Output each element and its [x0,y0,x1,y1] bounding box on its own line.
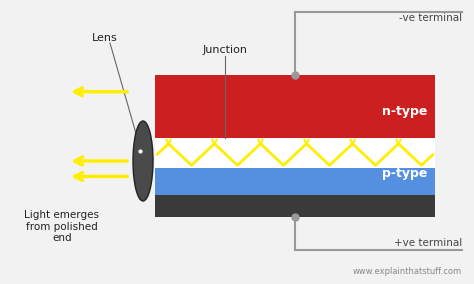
Bar [155,75,435,142]
Text: p-type: p-type [382,167,427,180]
Ellipse shape [133,121,153,201]
Bar [155,142,435,195]
Bar [155,138,435,168]
Text: Light emerges
from polished
end: Light emerges from polished end [25,210,100,243]
Text: -ve terminal: -ve terminal [399,13,462,23]
Text: +ve terminal: +ve terminal [394,238,462,248]
Text: www.explainthatstuff.com: www.explainthatstuff.com [353,267,462,276]
Bar [155,195,435,217]
Text: n-type: n-type [382,105,427,118]
Text: Junction: Junction [202,45,247,55]
Text: Lens: Lens [92,33,118,43]
